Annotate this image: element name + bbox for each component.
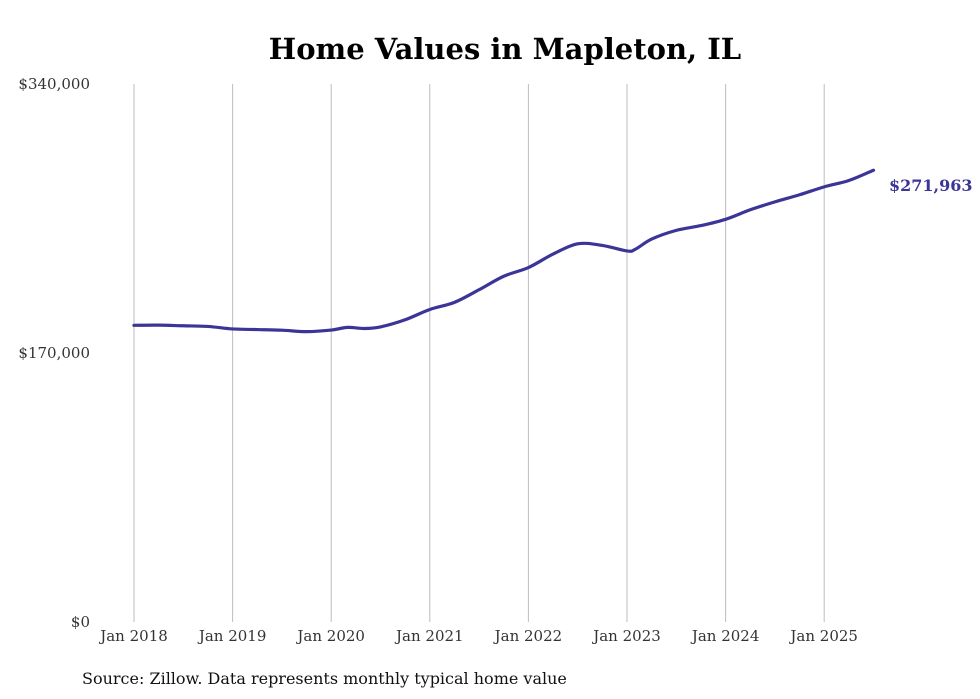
x-tick-label: Jan 2025 (788, 627, 858, 645)
x-tick-label: Jan 2019 (197, 627, 267, 645)
x-axis: Jan 2018 Jan 2019 Jan 2020 Jan 2021 Jan 2022… (98, 627, 858, 645)
x-tick-label: Jan 2020 (295, 627, 365, 645)
x-tick-label: Jan 2023 (591, 627, 661, 645)
source-note: Source: Zillow. Data represents monthly … (82, 669, 567, 688)
grid-layer (133, 84, 825, 622)
y-axis: $0 $170,000 $340,000 (18, 75, 90, 631)
chart-title: Home Values in Mapleton, IL (269, 32, 741, 66)
y-tick-label: $0 (71, 613, 90, 631)
series-line-0 (132, 168, 876, 334)
series-layer (132, 168, 876, 334)
x-tick-label: Jan 2021 (394, 627, 464, 645)
x-tick-label: Jan 2024 (690, 627, 760, 645)
x-tick-label: Jan 2018 (98, 627, 168, 645)
y-tick-label: $170,000 (18, 344, 90, 362)
x-tick-label: Jan 2022 (493, 627, 563, 645)
end-value-label: $271,963 (889, 176, 973, 195)
y-tick-label: $340,000 (18, 75, 90, 93)
